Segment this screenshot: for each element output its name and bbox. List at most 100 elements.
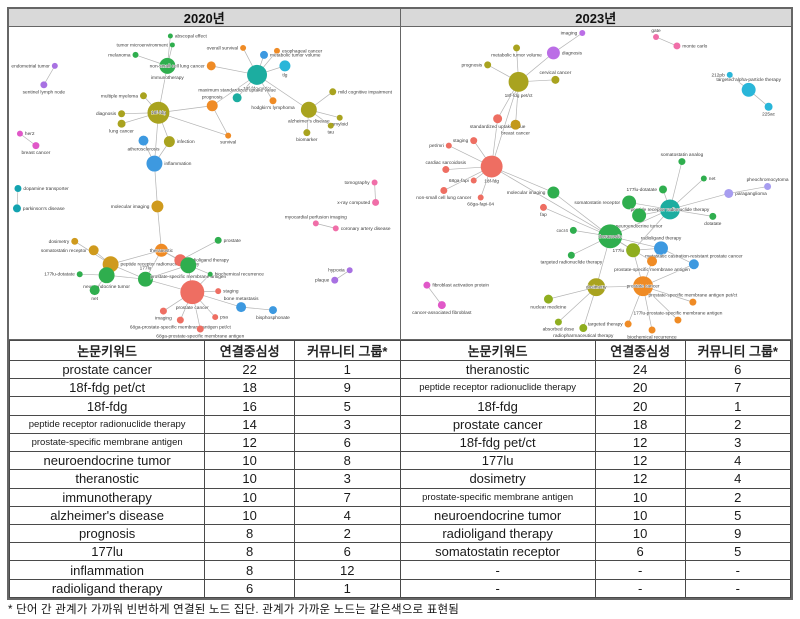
graph-node xyxy=(273,47,280,54)
community-cell: 9 xyxy=(294,378,401,398)
centrality-cell: 24 xyxy=(594,359,686,380)
keyword-cell: 18f-fdg xyxy=(399,396,596,416)
centrality-cell: 16 xyxy=(204,396,296,416)
graph-node-label: cardiac sarcoidosis xyxy=(425,160,466,166)
community-cell: 5 xyxy=(684,505,792,525)
graph-node xyxy=(206,61,216,71)
graph-node-label: myocardial perfusion imaging xyxy=(285,214,347,220)
graph-node xyxy=(372,198,380,206)
graph-node xyxy=(554,318,562,326)
graph-node xyxy=(439,186,447,194)
graph-node xyxy=(550,75,559,84)
graph-node xyxy=(445,142,452,149)
graph-node-label: bone metastasis xyxy=(224,296,259,302)
graph-node xyxy=(763,183,771,190)
graph-node-label: fap xyxy=(540,212,547,218)
graph-node xyxy=(492,114,502,124)
graph-node xyxy=(32,142,40,150)
graph-node-label: 18f-fdg pet/ct xyxy=(243,86,271,92)
graph-node xyxy=(279,60,291,72)
graph-node xyxy=(139,92,147,100)
centrality-cell: 22 xyxy=(204,359,296,380)
centrality-cell: 18 xyxy=(204,378,296,398)
graph-node-label: absorbed dose xyxy=(542,327,574,333)
keyword-cell: - xyxy=(399,578,596,599)
graph-node xyxy=(578,324,587,333)
graph-node xyxy=(700,175,707,182)
table-row: prognosis 8 2 xyxy=(8,523,401,544)
graph-edge xyxy=(43,65,56,85)
footnote: * 단어 간 관계가 가까워 빈번하게 연결된 노드 집단. 관계가 가까운 노… xyxy=(8,604,460,616)
graph-node-label: metabolic tumor volume xyxy=(270,52,321,58)
keyword-cell: 18f-fdg pet/ct xyxy=(8,378,206,398)
community-cell: 5 xyxy=(294,396,401,416)
graph-node-label: tumor microenvironment xyxy=(117,42,169,48)
keyword-cell: prognosis xyxy=(8,523,206,544)
graph-node-label: x-ray computed xyxy=(337,200,370,206)
graph-node-label: 18f-fdg xyxy=(484,179,499,185)
graph-node-label: prognosis xyxy=(461,62,482,68)
community-cell: 6 xyxy=(294,432,401,453)
centrality-cell: 10 xyxy=(594,523,686,544)
graph-node-label: nuclear medicine xyxy=(530,305,566,311)
graph-node xyxy=(40,81,48,89)
community-cell: 6 xyxy=(684,359,792,380)
graph-node xyxy=(89,285,100,296)
community-cell: 2 xyxy=(294,523,401,544)
network-panels: abscopal effect tumor microenvironment mel… xyxy=(9,27,791,340)
graph-edge xyxy=(728,186,768,194)
community-cell: 2 xyxy=(684,487,792,507)
graph-node xyxy=(71,237,79,245)
graph-node-label: metastatic castration-resistant prostate… xyxy=(645,253,743,259)
keyword-cell: immunotherapy xyxy=(8,487,206,507)
graph-node-label: maximum standardized uptake value xyxy=(198,87,276,93)
graph-node-label: pet/mri xyxy=(429,143,444,149)
graph-node-label: amyloid xyxy=(332,122,349,128)
graph-node-label: bisphosphonate xyxy=(256,315,290,321)
graph-node-label: staging xyxy=(223,289,239,295)
graph-node-label: 177lu-dotatate xyxy=(44,272,75,278)
graph-node xyxy=(764,102,773,111)
graph-node xyxy=(597,224,622,249)
graph-node-label: immunotherapy xyxy=(151,75,184,81)
graph-node xyxy=(371,179,378,186)
graph-node xyxy=(512,44,520,52)
graph-node xyxy=(677,158,685,166)
graph-node xyxy=(726,71,733,78)
graph-node xyxy=(51,62,58,69)
keyword-cell: peptide receptor radionuclide therapy xyxy=(399,378,596,398)
graph-edge xyxy=(315,223,336,229)
keyword-cell: radioligand therapy xyxy=(399,523,596,544)
graph-node-label: breast cancer xyxy=(21,150,50,156)
table-row: prostate-specific membrane antigen 12 6 xyxy=(8,432,401,453)
graph-node xyxy=(631,208,646,223)
graph-node xyxy=(586,278,605,297)
graph-node xyxy=(269,97,277,105)
year-header-2020: 2020년 xyxy=(9,9,400,26)
centrality-cell: 14 xyxy=(204,414,296,434)
table-row: 18f-fdg pet/ct 18 9 xyxy=(8,378,401,398)
graph-node-label: overall survival xyxy=(207,45,239,51)
keyword-cell: prostate-specific membrane antigen xyxy=(399,487,596,507)
graph-node xyxy=(147,101,170,124)
keyword-cell: theranostic xyxy=(8,469,206,489)
graph-node xyxy=(138,135,149,146)
graph-node-label: targeted alpha-particle therapy xyxy=(716,77,781,83)
graph-node xyxy=(332,225,339,232)
graph-node-label: imaging xyxy=(560,30,577,36)
graph-node xyxy=(543,294,553,304)
table-row: 177lu 12 4 xyxy=(399,451,792,471)
graph-node-label: tlg xyxy=(282,72,287,78)
graph-edge xyxy=(157,206,162,251)
graph-node-label: breast cancer xyxy=(501,131,530,137)
graph-node xyxy=(236,302,247,313)
centrality-cell: 8 xyxy=(204,542,296,562)
graph-node-label: plaque xyxy=(315,278,330,284)
graph-node-label: staging xyxy=(452,138,468,144)
keyword-tables: 논문키워드 연결중심성 커뮤니티 그룹* prostate cancer 22 1 18f-… xyxy=(8,340,792,599)
graph-node-label: biomarker xyxy=(296,137,318,143)
graph-node-label: molecular imaging xyxy=(506,190,545,196)
keyword-cell: - xyxy=(399,560,596,580)
keyword-cell: theranostic xyxy=(399,359,596,380)
centrality-cell: - xyxy=(594,560,686,580)
